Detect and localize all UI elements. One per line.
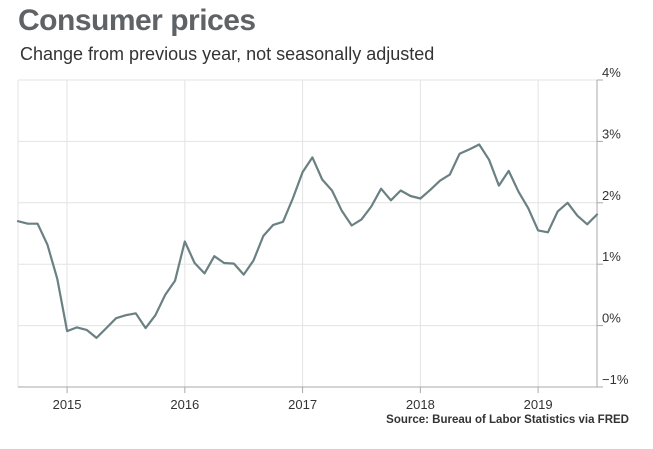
chart-subtitle: Change from previous year, not seasonall… bbox=[20, 44, 435, 64]
y-tick-label: 4% bbox=[602, 65, 621, 80]
cpi-series-line bbox=[16, 143, 599, 339]
x-tick-label: 2015 bbox=[53, 397, 82, 412]
source-note: Source: Bureau of Labor Statistics via F… bbox=[386, 414, 629, 426]
y-tick-label: 2% bbox=[602, 188, 621, 203]
y-tick-label: 1% bbox=[602, 249, 621, 264]
x-tick-label: 2017 bbox=[288, 397, 317, 412]
y-tick-label: 0% bbox=[602, 311, 621, 326]
x-tick-label: 2019 bbox=[524, 397, 553, 412]
gridlines bbox=[18, 79, 597, 387]
y-tick-label: 3% bbox=[602, 126, 621, 141]
tick-labels: 4% 3% 2% 1% 0% −1% 2015 2016 2017 2018 2019 bbox=[53, 65, 629, 412]
y-tick-label: −1% bbox=[602, 372, 629, 387]
chart-title: Consumer prices bbox=[18, 4, 256, 37]
axes bbox=[17, 79, 603, 393]
series-layer bbox=[16, 143, 599, 339]
x-tick-label: 2018 bbox=[406, 397, 435, 412]
x-tick-label: 2016 bbox=[170, 397, 199, 412]
